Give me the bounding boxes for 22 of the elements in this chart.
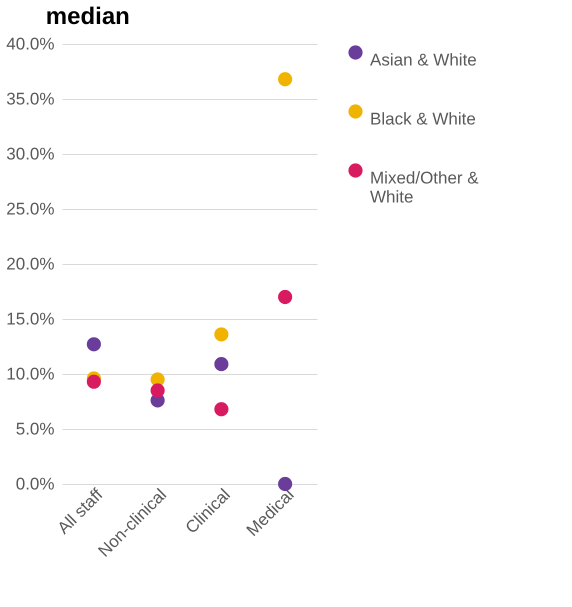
y-tick-label: 5.0%: [16, 420, 54, 438]
point: [86, 374, 101, 389]
legend-label: Black & White: [370, 110, 476, 128]
point: [278, 290, 292, 304]
legend-label: Mixed/Other & White: [370, 168, 480, 206]
point: [214, 327, 228, 342]
y-tick-label: 35.0%: [6, 90, 54, 108]
y-tick-label: 40.0%: [6, 34, 54, 54]
y-tick-label: 25.0%: [6, 200, 54, 218]
y-tick-label: 20.0%: [6, 254, 54, 274]
legend-label: Asian & White: [370, 50, 477, 70]
y-tick-label: 15.0%: [6, 310, 54, 328]
point: [214, 402, 228, 416]
point: [278, 72, 292, 86]
chart-title: median: [46, 3, 130, 30]
point: [214, 357, 228, 372]
point: [150, 383, 165, 398]
point: [278, 476, 292, 492]
y-tick-label: 30.0%: [6, 144, 54, 164]
point: [86, 337, 101, 352]
y-tick-label: 0.0%: [16, 474, 54, 494]
y-tick-label: 10.0%: [6, 364, 54, 384]
